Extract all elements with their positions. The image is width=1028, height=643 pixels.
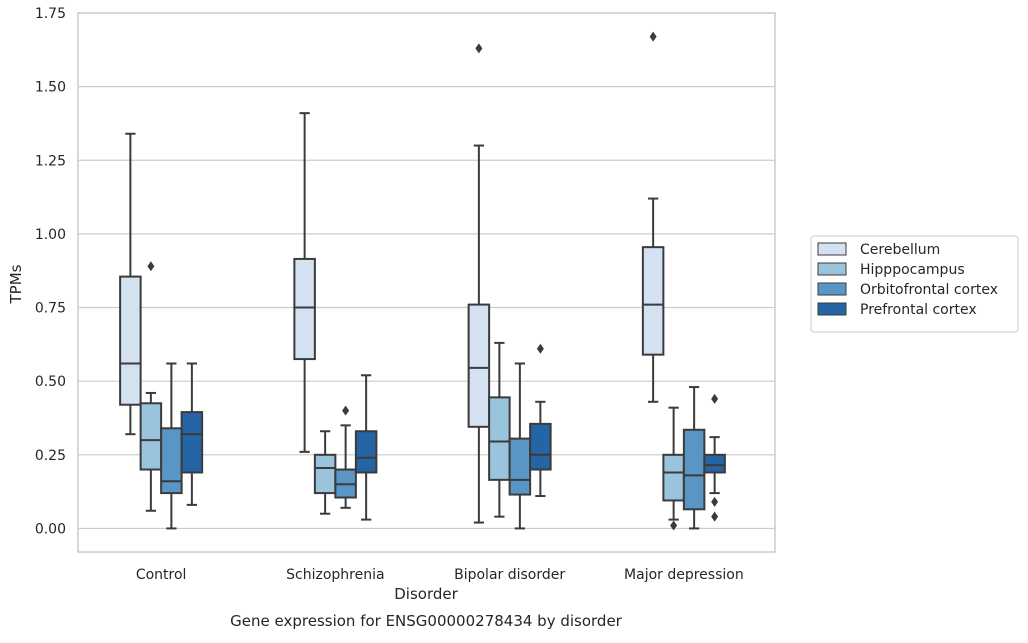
box-body — [293, 257, 316, 361]
box-body — [508, 437, 532, 496]
box-body — [488, 396, 511, 481]
outlier-point — [342, 405, 350, 416]
box-body — [529, 422, 552, 471]
outlier-point — [147, 261, 155, 272]
y-tick-label: 1.00 — [35, 227, 66, 243]
legend-label: Prefrontal cortex — [860, 302, 977, 318]
box-body — [467, 303, 491, 428]
box-3-1 — [662, 406, 685, 531]
box-3-0 — [641, 31, 665, 403]
box-body — [313, 453, 337, 495]
box-0-0 — [119, 132, 142, 436]
x-tick-label: Bipolar disorder — [454, 567, 565, 583]
y-tick-label: 0.00 — [35, 521, 66, 537]
outlier-point — [475, 43, 483, 54]
x-tick-label: Schizophrenia — [286, 567, 384, 583]
legend: Cerebellum Hipppocampus Orbitofrontal cort… — [810, 235, 1019, 333]
x-axis-title: Disorder — [394, 585, 458, 603]
box-3-2 — [682, 386, 706, 530]
outlier-point — [649, 31, 657, 42]
x-tick-labels: Control Schizophrenia Bipolar disorder Majo… — [136, 567, 744, 583]
y-tick-labels: 0.00 0.25 0.50 0.75 1.00 1.25 1.50 1.75 — [35, 6, 66, 537]
box-body — [703, 453, 726, 474]
y-tick-label: 1.75 — [35, 6, 66, 22]
box-1-0 — [293, 112, 316, 453]
box-1-2 — [334, 405, 357, 509]
y-tick-label: 0.50 — [35, 374, 66, 390]
x-tick-label: Major depression — [624, 567, 744, 583]
box-1-1 — [313, 430, 337, 515]
box-body — [160, 427, 183, 495]
y-tick-label: 1.50 — [35, 80, 66, 96]
box-2-2 — [508, 362, 532, 530]
outlier-point — [536, 343, 544, 354]
box-2-3 — [529, 343, 552, 498]
outlier-point — [670, 520, 678, 531]
box-2-0 — [467, 43, 491, 524]
legend-label: Cerebellum — [860, 242, 940, 258]
legend-frame — [810, 235, 1019, 333]
y-tick-label: 1.25 — [35, 153, 66, 169]
legend-swatch — [817, 302, 847, 316]
y-tick-label: 0.25 — [35, 448, 66, 464]
x-tick-label: Control — [136, 567, 187, 583]
outlier-point — [711, 393, 719, 404]
plot-frame — [77, 12, 776, 553]
legend-label: Hipppocampus — [860, 262, 965, 278]
box-2-1 — [488, 341, 511, 518]
box-body — [180, 411, 204, 474]
box-1-3 — [354, 374, 378, 521]
legend-items: Cerebellum Hipppocampus Orbitofrontal cort… — [817, 242, 998, 318]
chart-caption: Gene expression for ENSG00000278434 by d… — [230, 612, 623, 630]
legend-swatch — [817, 262, 847, 276]
box-body — [682, 428, 706, 511]
box-body — [139, 402, 163, 471]
box-body — [662, 453, 685, 502]
y-tick-label: 0.75 — [35, 301, 66, 317]
boxes — [119, 31, 726, 531]
box-0-2 — [160, 362, 183, 530]
legend-swatch — [817, 242, 847, 256]
outlier-point — [711, 511, 719, 522]
box-3-3 — [703, 393, 726, 522]
outlier-point — [711, 496, 719, 507]
box-body — [641, 246, 665, 356]
legend-swatch — [817, 282, 847, 296]
box-body — [354, 430, 378, 474]
box-0-3 — [180, 362, 204, 506]
box-body — [119, 275, 142, 406]
box-0-1 — [139, 261, 163, 512]
legend-label: Orbitofrontal cortex — [860, 282, 998, 298]
y-axis-title: TPMs — [7, 264, 25, 304]
